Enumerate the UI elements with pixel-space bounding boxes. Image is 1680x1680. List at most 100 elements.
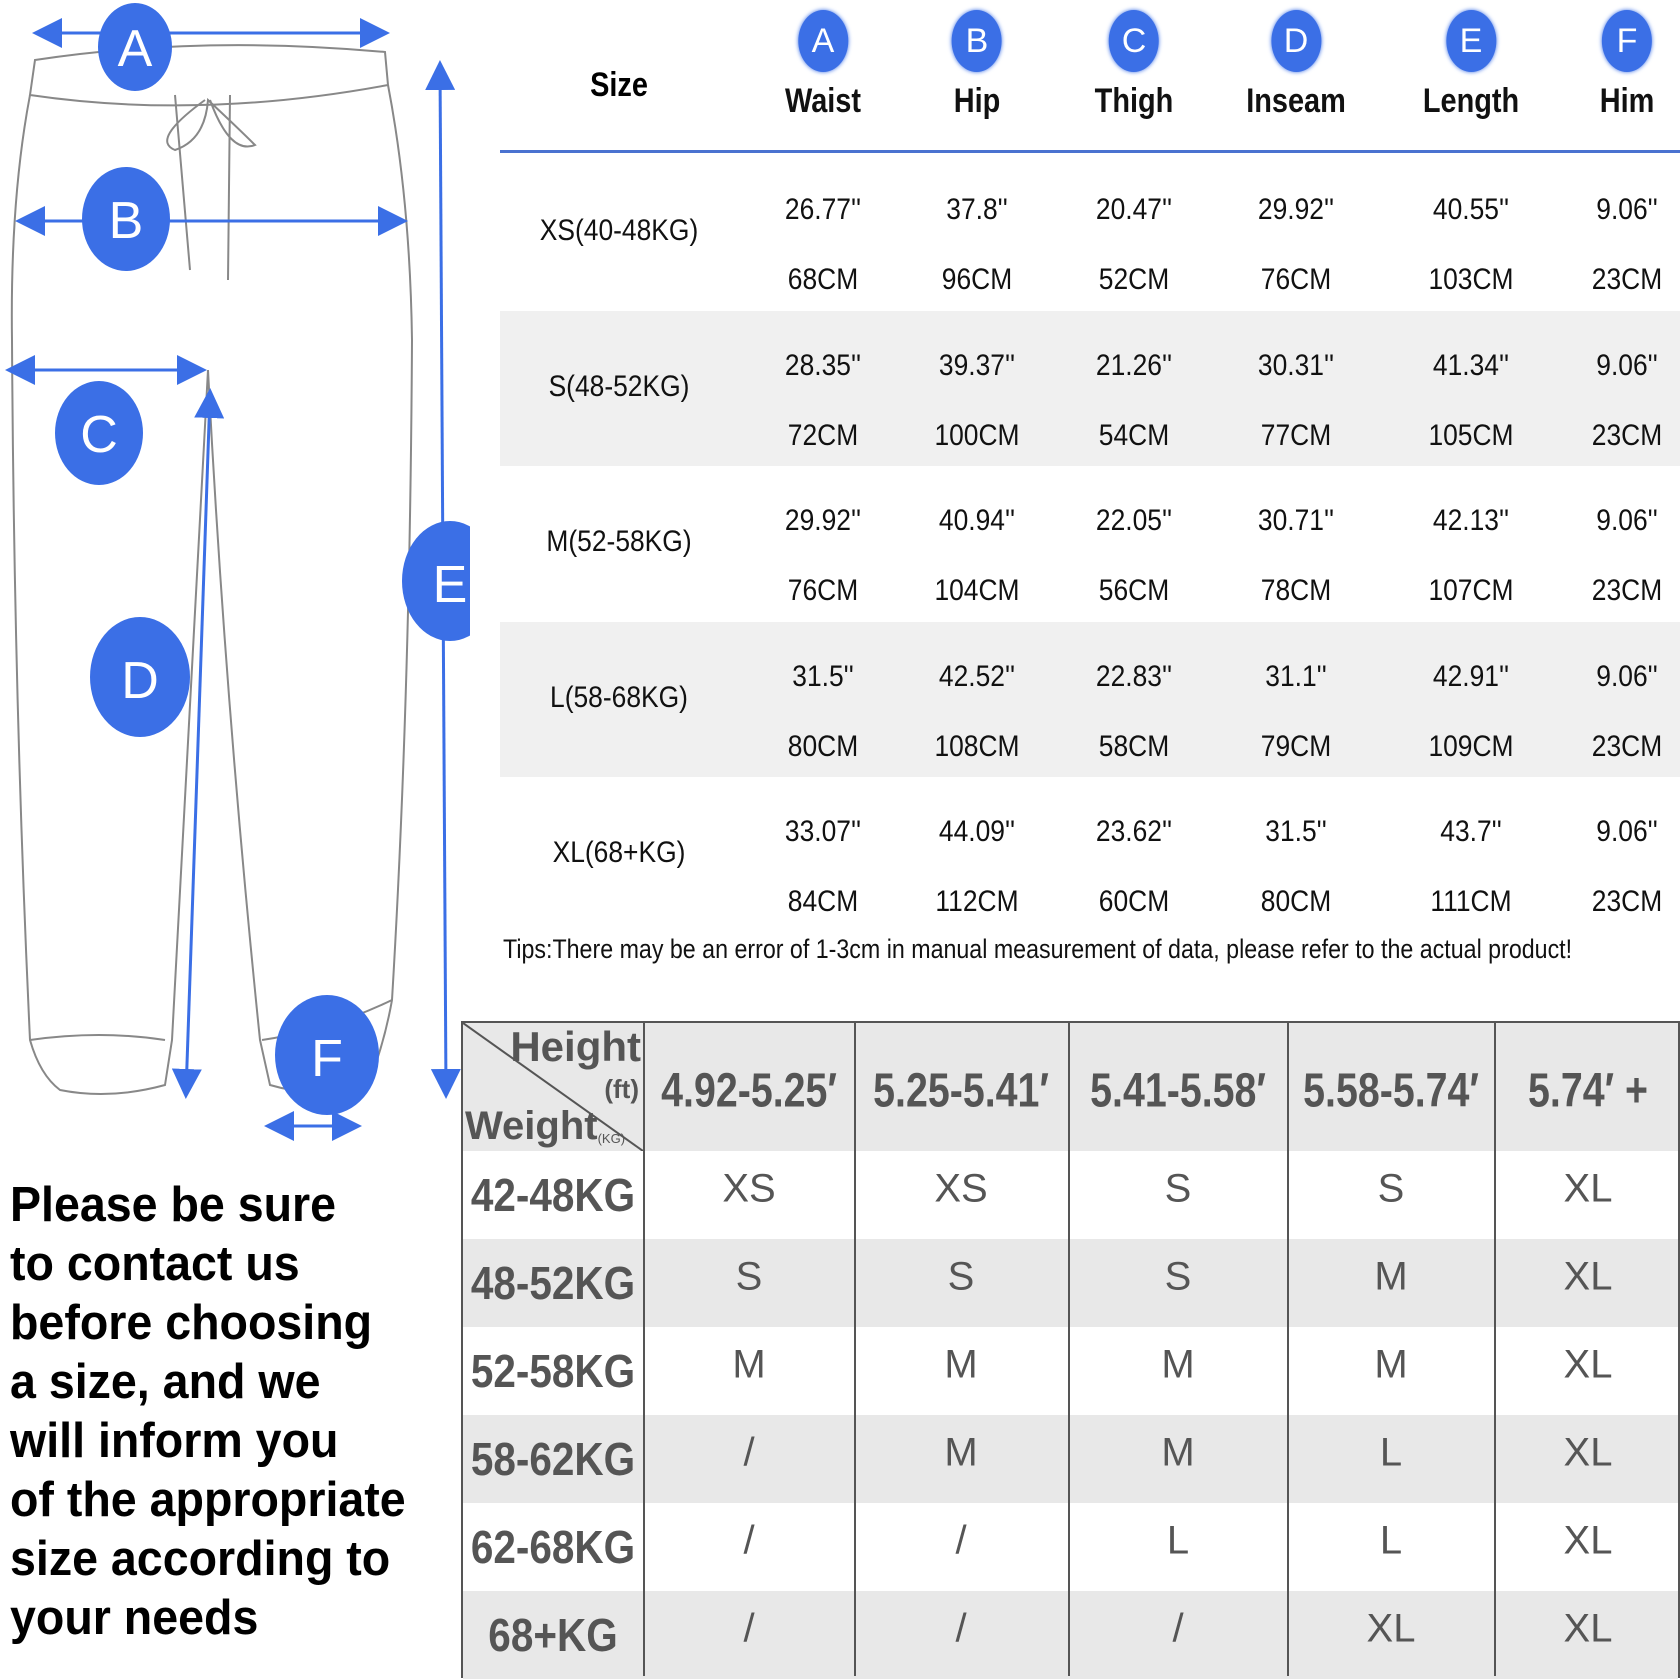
- column-divider: [1068, 1023, 1070, 1676]
- size-value: S: [1164, 1254, 1192, 1299]
- height-unit: (ft): [604, 1074, 639, 1104]
- height-header: 5.74′ +: [1528, 1064, 1648, 1118]
- cm-value: 76CM: [787, 574, 859, 607]
- size-value: M: [1374, 1254, 1408, 1299]
- cm-value: 23CM: [1591, 263, 1663, 296]
- cm-value: 100CM: [934, 418, 1020, 452]
- size-value: M: [1374, 1342, 1408, 1387]
- size-recommendation-table: Height (ft) Weight(KG) 42-48KG XS XS S S XL 48…: [461, 1021, 1680, 1679]
- notice-line: of the appropriate: [10, 1473, 406, 1527]
- size-value: S: [735, 1254, 763, 1299]
- cm-value: 96CM: [941, 263, 1013, 296]
- inch-value: 31.5'': [1265, 815, 1327, 848]
- size-value: /: [955, 1606, 967, 1651]
- table-row: [463, 1503, 1678, 1591]
- column-divider: [1494, 1023, 1496, 1676]
- cm-value: 60CM: [1098, 885, 1170, 918]
- cm-value: 104CM: [934, 574, 1020, 607]
- column-label: Hip: [953, 82, 1001, 120]
- column-badge: D: [1271, 10, 1321, 72]
- size-value: XL: [1563, 1606, 1613, 1651]
- cm-value: 52CM: [1098, 263, 1170, 296]
- cm-value: 105CM: [1428, 418, 1514, 452]
- size-value: S: [1164, 1166, 1192, 1211]
- column-divider: [854, 1023, 856, 1676]
- inch-value: 30.71'': [1257, 504, 1335, 537]
- size-cell: XS(40-48KG): [539, 214, 699, 247]
- inch-value: 42.13'': [1432, 504, 1510, 537]
- inch-value: 41.34'': [1432, 348, 1510, 382]
- size-value: XL: [1563, 1430, 1613, 1475]
- cm-value: 54CM: [1098, 418, 1170, 452]
- column-badge: A: [797, 10, 848, 72]
- height-header: 5.58-5.74′: [1303, 1064, 1479, 1118]
- notice-line: a size, and we: [10, 1355, 321, 1409]
- size-value: XL: [1563, 1342, 1613, 1387]
- weight-cell: 42-48KG: [470, 1169, 636, 1221]
- column-badge: B: [952, 10, 1002, 72]
- diagram-label-e: E: [433, 556, 468, 614]
- inch-value: 30.31'': [1257, 348, 1335, 382]
- notice-line: before choosing: [10, 1296, 373, 1350]
- size-value: XL: [1563, 1166, 1613, 1211]
- size-value: XL: [1563, 1254, 1613, 1299]
- cm-value: 79CM: [1260, 729, 1332, 763]
- cm-value: 108CM: [934, 729, 1020, 763]
- inch-value: 29.92'': [1257, 193, 1335, 226]
- column-divider: [1287, 1023, 1289, 1676]
- weight-unit: (KG): [597, 1131, 626, 1146]
- cm-value: 23CM: [1591, 574, 1663, 607]
- pants-diagram: A B C D E F: [4, 3, 470, 1141]
- notice-line: to contact us: [10, 1237, 300, 1291]
- inch-value: 9.06'': [1596, 504, 1658, 537]
- weight-cell: 68+KG: [488, 1609, 618, 1661]
- notice-line: will inform you: [10, 1414, 339, 1468]
- size-value: S: [947, 1254, 975, 1299]
- cm-value: 56CM: [1098, 574, 1170, 607]
- size-cell: XL(68+KG): [552, 836, 686, 869]
- inch-value: 39.37'': [938, 348, 1016, 382]
- column-header-hip: B Hip: [950, 10, 1005, 121]
- size-value: L: [1379, 1430, 1403, 1475]
- size-value: /: [1172, 1606, 1184, 1651]
- notice-line: your needs: [10, 1591, 259, 1645]
- column-label: Him: [1599, 82, 1655, 120]
- cm-value: 72CM: [787, 418, 859, 452]
- size-value: XL: [1563, 1518, 1613, 1563]
- size-value: L: [1166, 1518, 1190, 1563]
- table-row: [500, 310, 1680, 466]
- height-label: Height: [510, 1023, 641, 1070]
- inch-value: 9.06'': [1596, 815, 1658, 848]
- column-header-length: E Length: [1414, 10, 1527, 121]
- cm-value: 111CM: [1430, 885, 1512, 918]
- size-value: /: [955, 1518, 967, 1563]
- size-cell: S(48-52KG): [548, 369, 690, 403]
- column-label: Thigh: [1094, 82, 1174, 120]
- header-row: [643, 1023, 1678, 1151]
- inch-value: 23.62'': [1095, 815, 1173, 848]
- cm-value: 23CM: [1591, 418, 1663, 452]
- cm-value: 76CM: [1260, 263, 1332, 296]
- size-value: /: [743, 1430, 755, 1475]
- column-label: Inseam: [1246, 82, 1346, 120]
- size-value: M: [732, 1342, 766, 1387]
- inch-value: 9.06'': [1596, 659, 1658, 693]
- cm-value: 80CM: [787, 729, 859, 763]
- cm-value: 80CM: [1260, 885, 1332, 918]
- header-divider: [500, 150, 1680, 153]
- size-value: /: [743, 1518, 755, 1563]
- size-value: XS: [934, 1166, 988, 1211]
- weight-label-group: Weight(KG): [465, 1103, 625, 1162]
- height-header: 5.41-5.58′: [1090, 1064, 1266, 1118]
- inch-value: 21.26'': [1095, 348, 1173, 382]
- size-value: /: [743, 1606, 755, 1651]
- table-row: [500, 621, 1680, 777]
- cm-value: 78CM: [1260, 574, 1332, 607]
- column-badge: C: [1109, 10, 1159, 72]
- inch-value: 28.35'': [784, 348, 862, 382]
- column-divider: [643, 1023, 645, 1676]
- size-header: Size: [590, 66, 648, 104]
- column-header-thigh: C Thigh: [1088, 10, 1181, 121]
- size-value: M: [944, 1342, 978, 1387]
- inch-value: 43.7'': [1440, 815, 1502, 848]
